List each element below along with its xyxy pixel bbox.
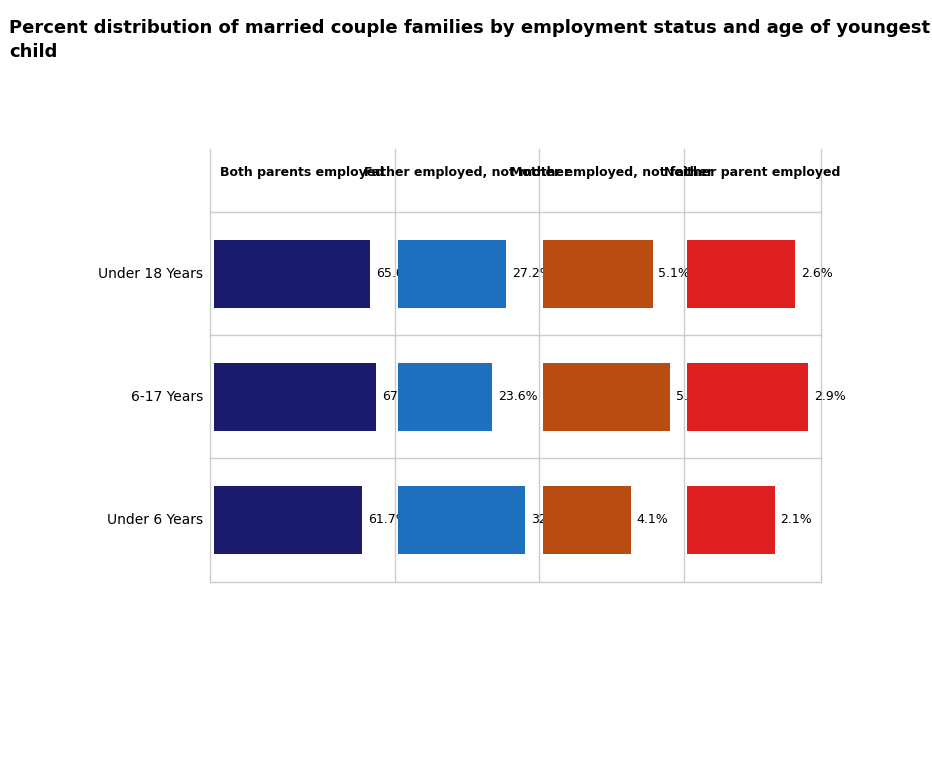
Text: 2.9%: 2.9% (814, 390, 845, 403)
FancyBboxPatch shape (687, 240, 795, 307)
FancyBboxPatch shape (214, 486, 362, 554)
Text: 67.6%: 67.6% (382, 390, 421, 403)
FancyBboxPatch shape (398, 240, 506, 307)
Text: Percent distribution of married couple families by employment status and age of : Percent distribution of married couple f… (9, 19, 930, 37)
Text: 65.0%: 65.0% (376, 267, 416, 280)
FancyBboxPatch shape (398, 486, 526, 554)
FancyBboxPatch shape (398, 363, 492, 430)
FancyBboxPatch shape (687, 486, 774, 554)
Text: Neither parent employed: Neither parent employed (664, 166, 841, 180)
Text: 2.6%: 2.6% (802, 267, 833, 280)
Text: Under 6 Years: Under 6 Years (107, 513, 203, 527)
FancyBboxPatch shape (542, 240, 652, 307)
Text: Under 18 Years: Under 18 Years (98, 267, 203, 281)
FancyBboxPatch shape (542, 363, 670, 430)
Text: 6-17 Years: 6-17 Years (130, 390, 203, 404)
Text: 5.1%: 5.1% (658, 267, 691, 280)
Text: Mother employed, not father: Mother employed, not father (510, 166, 713, 180)
Text: 23.6%: 23.6% (498, 390, 538, 403)
Text: child: child (9, 43, 58, 60)
Text: 2.1%: 2.1% (780, 513, 812, 526)
Text: 27.2%: 27.2% (512, 267, 552, 280)
FancyBboxPatch shape (214, 363, 377, 430)
FancyBboxPatch shape (687, 363, 808, 430)
FancyBboxPatch shape (214, 240, 370, 307)
Text: 5.9%: 5.9% (676, 390, 707, 403)
Text: 32.0%: 32.0% (531, 513, 571, 526)
Text: 4.1%: 4.1% (637, 513, 668, 526)
FancyBboxPatch shape (542, 486, 631, 554)
Text: Father employed, not mother: Father employed, not mother (363, 166, 569, 180)
Text: 61.7%: 61.7% (368, 513, 407, 526)
Text: Both parents employed: Both parents employed (221, 166, 385, 180)
